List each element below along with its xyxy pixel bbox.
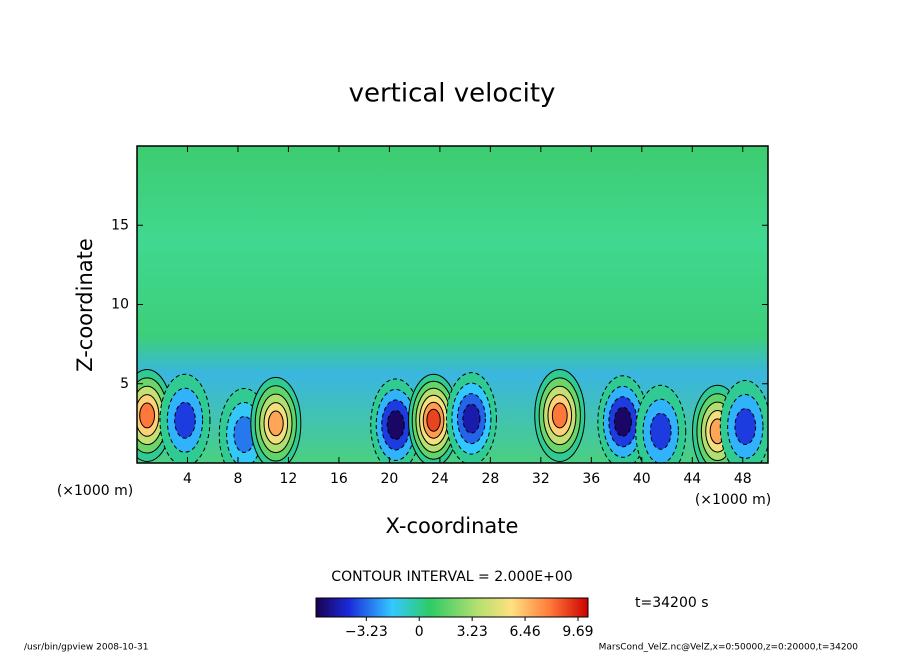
velocity-core <box>174 401 196 439</box>
x-tick-label: 44 <box>683 471 701 487</box>
velocity-core <box>139 402 155 429</box>
x-tick-label: 20 <box>380 471 398 487</box>
x-axis-label: X-coordinate <box>386 514 519 538</box>
y-tick-label: 15 <box>111 217 129 233</box>
velocity-core <box>649 412 672 450</box>
colorbar-tick-label: −3.23 <box>345 624 388 640</box>
colorbar <box>315 597 589 618</box>
velocity-core <box>267 410 284 437</box>
y-tick-label: 5 <box>120 376 129 392</box>
velocity-core <box>734 408 757 446</box>
x-tick-label: 28 <box>481 471 499 487</box>
velocity-core <box>426 408 441 432</box>
velocity-core <box>386 409 405 440</box>
x-tick-label: 48 <box>734 471 752 487</box>
footer-right: MarsCond_VelZ.nc@VelZ,x=0:50000,z=0:2000… <box>599 643 859 653</box>
y-axis-label: Z-coordinate <box>73 238 97 372</box>
x-tick-label: 32 <box>532 471 550 487</box>
contour-interval: CONTOUR INTERVAL = 2.000E+00 <box>331 569 572 585</box>
y-tick-label: 10 <box>111 297 129 313</box>
velocity-core <box>551 402 568 429</box>
x-unit-label: (×1000 m) <box>57 483 133 499</box>
velocity-core <box>462 403 481 434</box>
colorbar-tick-label: 3.23 <box>457 624 488 640</box>
footer-left: /usr/bin/gpview 2008-10-31 <box>24 643 148 653</box>
x-tick-label: 36 <box>582 471 600 487</box>
x-tick-label: 40 <box>633 471 651 487</box>
x-tick-label: 4 <box>183 471 192 487</box>
chart-title: vertical velocity <box>349 79 556 109</box>
velocity-core <box>613 406 632 437</box>
x-unit-label: (×1000 m) <box>695 492 771 508</box>
colorbar-tick-label: 0 <box>415 624 424 640</box>
x-tick-label: 24 <box>431 471 449 487</box>
time-label: t=34200 s <box>635 595 709 611</box>
x-tick-label: 16 <box>330 471 348 487</box>
x-tick-label: 12 <box>280 471 298 487</box>
colorbar-tick-label: 9.69 <box>562 624 593 640</box>
colorbar-tick-label: 6.46 <box>509 624 540 640</box>
x-tick-label: 8 <box>233 471 242 487</box>
